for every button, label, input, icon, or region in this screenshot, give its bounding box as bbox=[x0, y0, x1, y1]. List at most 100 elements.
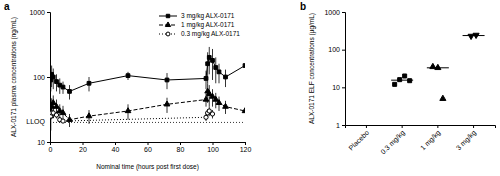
point bbox=[203, 96, 209, 101]
point bbox=[408, 79, 412, 83]
x-axis-title: Nominal time (hours post first dose) bbox=[96, 163, 199, 171]
y-axis-title: ALX-0171 plasma concentrations (ng/mL) bbox=[10, 17, 18, 137]
y-tick-mark bbox=[47, 142, 50, 143]
y-tick-mark bbox=[342, 50, 345, 51]
x-tick-label: 0 bbox=[49, 146, 53, 153]
point bbox=[61, 119, 65, 123]
point bbox=[430, 63, 436, 68]
y-tick-label: 1 bbox=[336, 122, 340, 129]
point bbox=[126, 74, 130, 78]
point bbox=[393, 82, 397, 86]
point bbox=[164, 101, 170, 106]
x-tick-mark bbox=[148, 142, 149, 145]
point bbox=[204, 77, 208, 81]
point bbox=[210, 112, 214, 116]
panel-label: a bbox=[4, 1, 10, 12]
x-tick-mark bbox=[180, 142, 181, 145]
y-axis-line bbox=[342, 13, 346, 126]
x-tick-label: 60 bbox=[144, 146, 152, 153]
y-tick: 100 bbox=[33, 74, 50, 81]
legend-marker bbox=[166, 14, 169, 17]
x-tick-mark bbox=[437, 125, 438, 128]
point bbox=[403, 74, 407, 78]
x-axis-line bbox=[51, 143, 246, 146]
annotation-line bbox=[50, 122, 245, 123]
x-axis: Placebo0.3 mg/kg1 mg/kg3 mg/kg bbox=[346, 125, 496, 156]
x-tick-mark bbox=[473, 125, 474, 128]
point bbox=[204, 115, 208, 119]
y-tick: 10 bbox=[332, 84, 345, 91]
legend-label: 0.3 mg/kg ALX-0171 bbox=[181, 30, 240, 38]
x-axis: 0 20 40 60 80 100 120 bbox=[49, 142, 252, 153]
y-tick: 100 bbox=[328, 46, 345, 53]
y-tick: 1 bbox=[336, 122, 345, 129]
y-tick-mark bbox=[47, 12, 50, 13]
y-tick-label: 100 bbox=[328, 46, 340, 53]
x-tick-label: 100 bbox=[207, 146, 219, 153]
x-tick: 40 bbox=[112, 142, 120, 153]
x-tick: 80 bbox=[177, 142, 185, 153]
x-tick-label: 1 mg/kg bbox=[419, 129, 442, 152]
x-tick-label: 3 mg/kg bbox=[455, 129, 478, 152]
error-bar bbox=[215, 57, 216, 83]
x-tick-label: 40 bbox=[112, 146, 120, 153]
x-tick-label: 20 bbox=[79, 146, 87, 153]
panel-label: b bbox=[300, 1, 306, 12]
x-tick: 100 bbox=[207, 142, 219, 153]
plot-area bbox=[391, 33, 484, 100]
x-tick: 20 bbox=[79, 142, 87, 153]
y-tick-label: 1000 bbox=[29, 9, 45, 16]
x-tick: 1 mg/kg bbox=[419, 125, 442, 152]
x-tick-label: 120 bbox=[240, 146, 252, 153]
point bbox=[68, 90, 72, 94]
point bbox=[440, 95, 446, 100]
point bbox=[54, 103, 60, 108]
y-tick-mark bbox=[342, 12, 345, 13]
point bbox=[216, 100, 222, 105]
legend: 3 mg/kg ALX-01711 mg/kg ALX-01710.3 mg/k… bbox=[159, 12, 240, 38]
point bbox=[125, 108, 131, 113]
x-tick-mark bbox=[402, 125, 403, 128]
x-tick-mark bbox=[213, 142, 214, 145]
point bbox=[217, 70, 221, 74]
point bbox=[51, 75, 55, 79]
x-tick: 120 bbox=[240, 142, 252, 153]
point bbox=[50, 100, 56, 105]
y-tick-label: 10 bbox=[332, 84, 340, 91]
point bbox=[211, 59, 215, 63]
y-tick-label: 1000 bbox=[324, 9, 340, 16]
x-tick-mark bbox=[245, 142, 246, 145]
group bbox=[427, 63, 449, 100]
figure: a 0 20 40 60 80 100 120 10 100 1000 Nominal time (h… bbox=[0, 0, 500, 176]
y-axis-line bbox=[47, 13, 51, 143]
point bbox=[214, 66, 218, 70]
legend-marker bbox=[166, 32, 170, 36]
group bbox=[391, 74, 413, 86]
error-bar bbox=[209, 47, 210, 74]
y-axis: 1 10 100 1000 bbox=[324, 9, 345, 129]
legend-entry: 0.3 mg/kg ALX-0171 bbox=[159, 30, 240, 38]
point bbox=[61, 85, 65, 89]
point bbox=[435, 64, 441, 69]
x-tick-label: Placebo bbox=[347, 129, 370, 152]
point bbox=[473, 33, 479, 38]
plot-area bbox=[50, 47, 245, 131]
point bbox=[213, 96, 219, 101]
group bbox=[463, 33, 485, 39]
series bbox=[50, 47, 245, 100]
error-bar bbox=[212, 49, 213, 80]
y-tick-mark bbox=[342, 87, 345, 88]
x-tick-mark bbox=[83, 142, 84, 145]
x-tick: Placebo bbox=[347, 125, 370, 152]
x-tick: 0 bbox=[49, 142, 53, 153]
x-tick-mark bbox=[115, 142, 116, 145]
y-tick: 10 bbox=[37, 139, 50, 146]
legend-label: 1 mg/kg ALX-0171 bbox=[181, 21, 235, 29]
y-tick-mark bbox=[47, 77, 50, 78]
line bbox=[51, 111, 213, 121]
point bbox=[224, 75, 228, 79]
y-tick: 1000 bbox=[29, 9, 50, 16]
x-tick: 3 mg/kg bbox=[455, 125, 478, 152]
y-axis-title: ALX-0171 ELF concentrations (µg/mL) bbox=[308, 13, 316, 124]
x-tick: 60 bbox=[144, 142, 152, 153]
